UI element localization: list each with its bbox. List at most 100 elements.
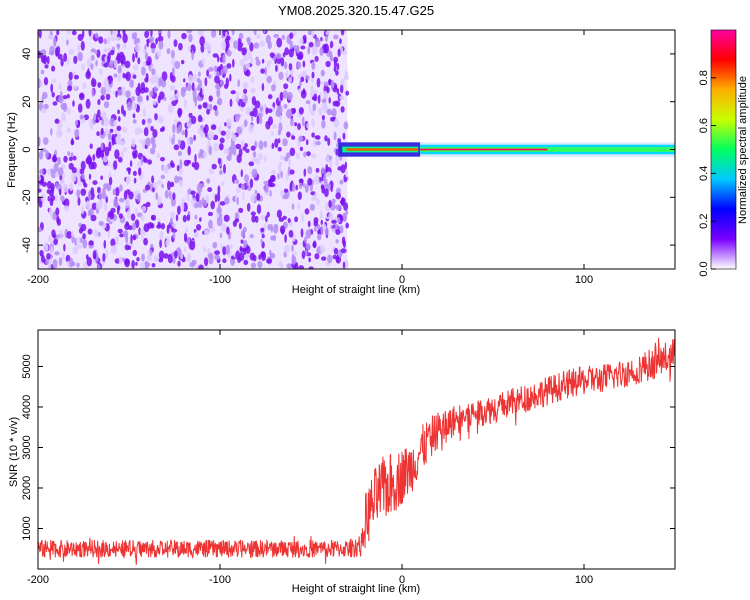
spectrogram-cell — [282, 194, 288, 200]
spectrogram-cell — [157, 35, 164, 43]
spectrogram-cell — [45, 149, 49, 159]
spectrogram-cell — [326, 154, 330, 162]
snr-ytick-label: 2000 — [21, 476, 33, 500]
spectrogram-cell — [216, 216, 223, 227]
spectrogram-cell — [101, 192, 107, 200]
spectrogram-cell — [173, 144, 180, 151]
spectrogram-cell — [300, 45, 306, 50]
spectrogram-cell — [72, 246, 79, 255]
spectrogram-cell — [308, 257, 312, 263]
spectrogram-cell — [141, 66, 146, 76]
spectrogram-cell — [340, 248, 347, 254]
spectrogram-cell — [136, 257, 140, 262]
spectrogram-cell — [247, 186, 252, 191]
spectrogram-cell — [188, 33, 193, 43]
spectrogram-cell — [286, 263, 293, 269]
spectrogram-cell — [40, 69, 45, 75]
spectrogram-cell — [207, 248, 211, 255]
spectrogram-cell — [38, 150, 44, 160]
spectrogram-cell — [58, 84, 62, 90]
spectrogram-cell — [339, 225, 344, 234]
spectrogram-cell — [317, 94, 321, 104]
spectrogram-cell — [307, 46, 311, 55]
spectrogram-cell — [272, 234, 277, 242]
spectrogram-cell — [67, 85, 73, 92]
spectrogram-cell — [113, 59, 118, 69]
spectrogram-cell — [250, 211, 256, 216]
spectrogram-cell — [152, 99, 157, 106]
spectrogram-cell — [312, 240, 317, 249]
spectrogram-cell — [58, 230, 64, 240]
spectrogram-cell — [146, 95, 149, 101]
spectrogram-cell — [314, 253, 320, 260]
spectrogram-cell — [260, 251, 267, 261]
spectrogram-cell — [132, 222, 136, 231]
spectrogram-cell — [77, 44, 81, 53]
spectrogram-cell — [221, 223, 227, 232]
spectrogram-cell — [333, 118, 340, 128]
spectrogram-cell — [285, 152, 291, 159]
spectrogram-cell — [158, 250, 165, 260]
spectrogram-cell — [319, 92, 322, 98]
spectrogram-cell — [245, 107, 251, 115]
spectrogram-cell — [53, 37, 57, 47]
spectrogram-cell — [240, 102, 246, 108]
spectrogram-cell — [103, 48, 109, 53]
spectrogram-cell — [305, 100, 311, 105]
spectrogram-cell — [258, 254, 262, 260]
spectrogram-cell — [174, 250, 178, 259]
spectrogram-cell — [289, 169, 295, 175]
spectrogram-cell — [186, 253, 192, 263]
spectrogram-cell — [57, 167, 64, 176]
spectrogram-cell — [253, 42, 260, 49]
spectrogram-cell — [263, 155, 267, 163]
spectrogram-cell — [92, 180, 98, 186]
spectrogram-cell — [305, 243, 311, 250]
spectrogram-cell — [149, 36, 155, 44]
spectrogram-cell — [93, 229, 99, 238]
spectrogram-cell — [85, 98, 91, 109]
spectrogram-cell — [245, 245, 251, 254]
spectrogram-cell — [161, 71, 168, 81]
spectrogram-cell — [335, 229, 341, 235]
spectrogram-cell — [313, 89, 318, 95]
spectrogram-cell — [290, 69, 294, 78]
colorbar-label: Normalized spectral amplitude — [737, 76, 749, 224]
spectrogram-cell — [117, 228, 123, 234]
spectrogram-cell — [138, 227, 141, 236]
spectrogram-cell — [342, 261, 346, 269]
spectrogram-cell — [325, 30, 330, 36]
spectrogram-cell — [170, 197, 176, 207]
spectrogram-cell — [161, 184, 165, 188]
spectrogram-cell — [299, 146, 303, 152]
colorbar-tick-label: 0.0 — [698, 261, 710, 276]
spectrogram-cell — [109, 60, 115, 69]
spectrogram-cell — [115, 36, 121, 42]
spectrogram-cell — [188, 74, 194, 84]
spectrogram-cell — [310, 85, 314, 93]
spectrogram-cell — [271, 142, 275, 149]
spectrogram-cell — [137, 193, 141, 202]
spectrogram-cell — [344, 70, 349, 79]
spectrogram-cell — [270, 131, 275, 136]
spectrogram-cell — [118, 156, 123, 163]
spectrogram-cell — [132, 119, 137, 124]
spectrogram-cell — [80, 223, 87, 232]
spectrogram-cell — [210, 200, 215, 210]
spectrogram-cell — [108, 176, 113, 186]
spectrogram-cell — [50, 245, 54, 256]
spectrogram-cell — [54, 194, 58, 203]
spectrogram-cell — [132, 113, 136, 119]
spectrogram-cell — [257, 153, 264, 160]
spectrogram-cell — [242, 55, 249, 62]
spectrogram-cell — [178, 42, 183, 51]
spectrogram-cell — [246, 180, 249, 187]
spectrogram-cell — [90, 214, 97, 222]
colorbar-ticks: 0.0 0.2 0.4 0.6 0.8 — [698, 70, 716, 277]
spectrogram-cell — [250, 87, 256, 94]
spectrogram-cell — [119, 184, 123, 192]
spectrogram-cell — [122, 33, 128, 44]
spectrogram-cell — [90, 187, 95, 197]
spectrogram-cell — [197, 114, 203, 123]
